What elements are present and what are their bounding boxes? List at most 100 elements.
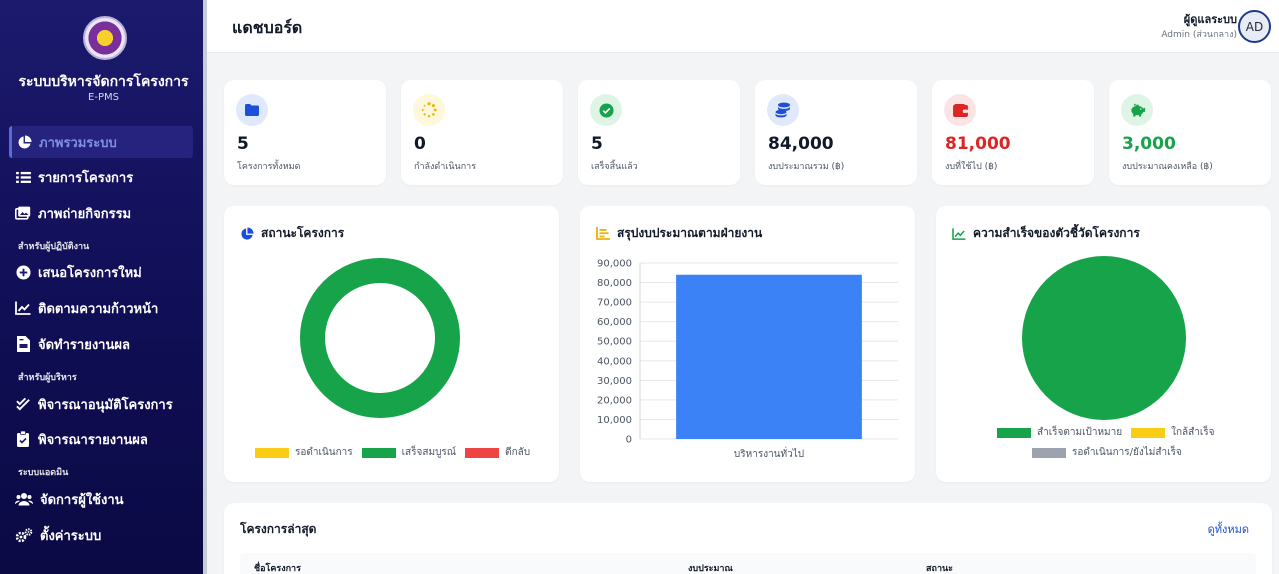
sidebar-item-review-report[interactable]: พิจารณารายงานผล	[9, 423, 193, 455]
column-header-status[interactable]: สถานะ	[926, 564, 953, 574]
legend-item[interactable]: ตีกลับ	[465, 445, 530, 460]
legend-swatch	[997, 427, 1031, 438]
pie-chart-icon	[16, 134, 32, 150]
panel-budget-by-department: สรุปงบประมาณตามฝ่ายงาน 0 10,000 20,000 30,0…	[580, 206, 915, 482]
panel-title: สถานะโครงการ	[240, 224, 344, 243]
kpi-legend-row1: สำเร็จตามเป้าหมาย ใกล้สำเร็จ	[997, 425, 1224, 440]
wallet-icon	[944, 94, 976, 126]
y-tick-label: 90,000	[597, 259, 632, 270]
sidebar-item-projects[interactable]: รายการโครงการ	[9, 161, 193, 193]
stat-card-budget-used: 81,000 งบที่ใช้ไป (฿)	[932, 80, 1094, 185]
page-title: แดชบอร์ด	[232, 18, 303, 37]
top-header: แดชบอร์ด ผู้ดูแลระบบ Admin (ส่วนกลาง) AD	[207, 0, 1279, 53]
legend-label: ใกล้สำเร็จ	[1171, 427, 1215, 438]
stat-card-total-budget: 84,000 งบประมาณรวม (฿)	[755, 80, 917, 185]
y-tick-label: 50,000	[597, 337, 632, 348]
stat-value: 84,000	[768, 134, 834, 154]
section-label-executive: สำหรับผู้บริหาร	[18, 373, 77, 383]
pie-slice[interactable]	[1022, 256, 1186, 420]
clipboard-check-icon	[15, 431, 31, 447]
legend-label: สำเร็จตามเป้าหมาย	[1037, 427, 1123, 438]
sidebar-item-label: ภาพรวมระบบ	[39, 135, 117, 151]
stat-value: 5	[237, 134, 249, 154]
sidebar-item-approve-project[interactable]: พิจารณาอนุมัติโครงการ	[9, 388, 193, 420]
org-logo	[83, 16, 127, 60]
panel-title-text: ความสำเร็จของตัวชี้วัดโครงการ	[973, 226, 1140, 240]
sidebar-item-label: จัดการผู้ใช้งาน	[40, 492, 124, 508]
user-avatar[interactable]: AD	[1238, 10, 1271, 43]
legend-item[interactable]: รอดำเนินการ/ยังไม่สำเร็จ	[1032, 445, 1182, 460]
legend-label: เสร็จสมบูรณ์	[401, 447, 457, 458]
images-icon	[15, 205, 31, 221]
legend-label: รอดำเนินการ/ยังไม่สำเร็จ	[1072, 447, 1182, 458]
y-tick-label: 80,000	[597, 278, 632, 289]
sidebar-item-propose-project[interactable]: เสนอโครงการใหม่	[9, 256, 193, 288]
folder-icon	[236, 94, 268, 126]
sidebar-item-label: พิจารณารายงานผล	[38, 432, 148, 448]
legend-item[interactable]: ใกล้สำเร็จ	[1131, 425, 1215, 440]
kpi-pie-chart	[1022, 256, 1186, 420]
stat-card-budget-remaining: 3,000 งบประมาณคงเหลือ (฿)	[1109, 80, 1271, 185]
view-all-link[interactable]: ดูทั้งหมด	[1207, 523, 1249, 536]
legend-item[interactable]: เสร็จสมบูรณ์	[361, 445, 457, 460]
status-donut-chart	[300, 258, 460, 418]
stat-value: 3,000	[1122, 134, 1176, 154]
table-header: ชื่อโครงการ งบประมาณ สถานะ	[240, 553, 1256, 574]
y-tick-label: 10,000	[597, 415, 632, 426]
panel-title-text: สถานะโครงการ	[261, 226, 345, 240]
chart-line-icon	[15, 300, 31, 316]
section-label-admin: ระบบแอดมิน	[18, 468, 69, 478]
legend-swatch	[1131, 427, 1166, 438]
kpi-legend-row2: รอดำเนินการ/ยังไม่สำเร็จ	[1032, 445, 1191, 460]
sidebar-item-report[interactable]: จัดทำรายงานผล	[9, 328, 193, 360]
legend-label: รอดำเนินการ	[295, 447, 353, 458]
user-name: ผู้ดูแลระบบ	[1183, 13, 1237, 26]
legend-item[interactable]: สำเร็จตามเป้าหมาย	[997, 425, 1122, 440]
sidebar-item-users[interactable]: จัดการผู้ใช้งาน	[9, 483, 193, 515]
chart-line-icon	[952, 227, 966, 240]
users-icon	[15, 491, 33, 507]
sidebar-item-label: จัดทำรายงานผล	[38, 337, 130, 353]
sidebar-item-label: รายการโครงการ	[38, 170, 134, 186]
budget-bar-chart: 0 10,000 20,000 30,000 40,000 50,000 60,000 70,…	[597, 259, 898, 460]
stat-card-completed: 5 เสร็จสิ้นแล้ว	[578, 80, 740, 185]
stat-label: งบที่ใช้ไป (฿)	[945, 162, 998, 172]
stat-value: 0	[414, 134, 426, 154]
piggy-bank-icon	[1121, 94, 1153, 126]
check-double-icon	[15, 396, 31, 412]
panel-title: ความสำเร็จของตัวชี้วัดโครงการ	[952, 224, 1140, 243]
stat-card-total-projects: 5 โครงการทั้งหมด	[224, 80, 386, 185]
spinner-icon	[413, 94, 445, 126]
y-tick-label: 60,000	[597, 317, 632, 328]
sidebar-item-settings[interactable]: ตั้งค่าระบบ	[9, 519, 193, 551]
pie-slice[interactable]	[300, 258, 460, 418]
sidebar-item-label: ภาพถ่ายกิจกรรม	[38, 206, 132, 222]
bar[interactable]	[676, 274, 862, 439]
app-subtitle: E-PMS	[88, 92, 119, 103]
sidebar-item-overview[interactable]: ภาพรวมระบบ	[9, 126, 193, 158]
check-circle-icon	[590, 94, 622, 126]
file-invoice-icon	[15, 336, 31, 352]
sidebar-item-track-progress[interactable]: ติดตามความก้าวหน้า	[9, 292, 193, 324]
column-header-budget[interactable]: งบประมาณ	[688, 564, 733, 574]
sidebar-item-label: เสนอโครงการใหม่	[38, 265, 142, 281]
section-label-operator: สำหรับผู้ปฏิบัติงาน	[18, 242, 90, 252]
y-tick-label: 40,000	[597, 356, 632, 367]
sidebar-item-photos[interactable]: ภาพถ่ายกิจกรรม	[9, 197, 193, 229]
panel-kpi-success: ความสำเร็จของตัวชี้วัดโครงการ สำเร็จตามเ…	[936, 206, 1271, 482]
coins-icon	[767, 94, 799, 126]
legend-item[interactable]: รอดำเนินการ	[255, 445, 353, 460]
stat-label: งบประมาณคงเหลือ (฿)	[1122, 162, 1213, 172]
panel-project-status: สถานะโครงการ รอดำเนินการ เสร็จสมบูรณ์ ตี…	[224, 206, 559, 482]
stat-value: 5	[591, 134, 603, 154]
sidebar: ระบบบริหารจัดการโครงการ E-PMS ภาพรวมระบบ…	[0, 0, 207, 574]
panel-recent-projects: โครงการล่าสุด ดูทั้งหมด ชื่อโครงการ งบปร…	[224, 503, 1272, 574]
stat-value: 81,000	[945, 134, 1011, 154]
column-header-name[interactable]: ชื่อโครงการ	[254, 564, 301, 574]
legend-swatch	[1032, 447, 1066, 458]
status-legend: รอดำเนินการ เสร็จสมบูรณ์ ตีกลับ	[255, 445, 539, 460]
panel-title: สรุปงบประมาณตามฝ่ายงาน	[596, 224, 762, 243]
panel-title-text: สรุปงบประมาณตามฝ่ายงาน	[617, 226, 763, 240]
user-role: Admin (ส่วนกลาง)	[1161, 30, 1237, 40]
plus-circle-icon	[15, 264, 31, 280]
